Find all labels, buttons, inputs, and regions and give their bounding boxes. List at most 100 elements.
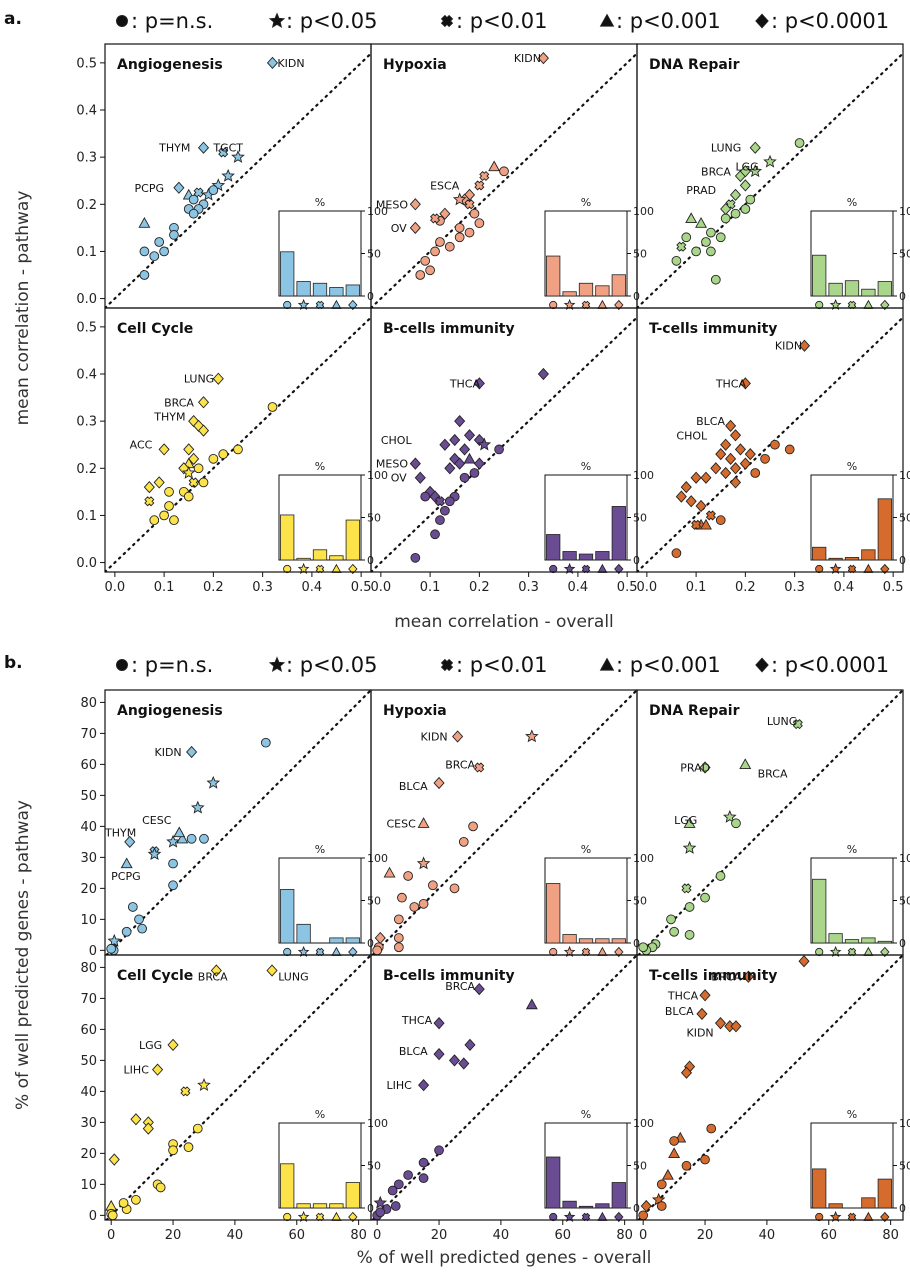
data-point (108, 1153, 120, 1166)
data-point (167, 1038, 179, 1052)
inset-marker-triangle (331, 299, 342, 309)
data-point (192, 1123, 203, 1134)
point-label-blca: BLCA (399, 780, 428, 793)
identity-line (371, 52, 637, 308)
identity-line (105, 52, 371, 308)
inset-bar-diamond (345, 937, 360, 944)
data-point (374, 931, 386, 945)
y-tick-label: 0.1 (76, 245, 97, 260)
data-point (107, 1210, 118, 1220)
data-point (439, 207, 451, 220)
data-point (233, 444, 243, 455)
inset-bar-diamond (345, 284, 360, 297)
data-point (714, 1017, 727, 1030)
data-point (494, 444, 504, 455)
x-tick-label: 60 (554, 1228, 571, 1243)
data-point (459, 443, 471, 456)
data-point (149, 251, 160, 262)
data-point (373, 1195, 388, 1209)
data-point (435, 515, 445, 526)
data-point (474, 180, 485, 191)
data-point (168, 880, 178, 891)
x-tick-label: 60 (288, 1228, 305, 1243)
y-tick-label: 0 (89, 1209, 97, 1224)
data-point (734, 443, 746, 456)
data-point (190, 800, 205, 814)
data-point (137, 923, 147, 934)
data-point (739, 457, 751, 470)
points (105, 964, 278, 1220)
inset-marker-diamond (348, 299, 358, 311)
legend-marker-diamond (755, 13, 769, 29)
inset-bar-triangle (595, 285, 610, 297)
data-point (164, 501, 174, 511)
point-label-acc: ACC (130, 439, 153, 452)
y-tick-label: 50 (80, 789, 97, 804)
data-point (468, 821, 478, 832)
inset-tick-label: 100 (899, 469, 910, 482)
inset-marker-cross (847, 947, 857, 957)
data-point (695, 217, 708, 228)
inset-title: % (581, 843, 591, 856)
point-label-brca: BRCA (198, 971, 228, 984)
data-point (537, 367, 549, 381)
inset-tick-label: 50 (899, 1160, 910, 1173)
point-label-lgg: LGG (139, 1039, 162, 1052)
data-point (164, 486, 174, 497)
inset-bar-triangle (595, 938, 610, 944)
data-point (798, 339, 811, 352)
inset-bar-star (828, 1203, 843, 1209)
x-tick-label: 0.0 (105, 580, 126, 595)
data-point (449, 883, 460, 894)
point-label-thca: THCA (667, 989, 699, 1002)
data-point (684, 929, 695, 940)
data-point (474, 762, 485, 773)
inset-marker-triangle (331, 563, 342, 573)
data-point (669, 926, 679, 937)
inset-bar-cross (578, 282, 594, 297)
inset-marker-circle (815, 564, 824, 574)
x-tick-label: 40 (759, 1228, 776, 1243)
data-point (208, 453, 219, 464)
inset-marker-diamond (880, 1211, 890, 1223)
point-label-lihc: LIHC (124, 1064, 150, 1077)
inset-bar-star (828, 933, 843, 944)
subplot-title: B-cells immunity (383, 321, 515, 337)
data-point (193, 187, 204, 198)
data-point (397, 892, 407, 903)
data-point (706, 1123, 717, 1134)
data-point (729, 462, 742, 475)
data-point (120, 857, 133, 869)
legend-label-circle: : p=n.s. (131, 653, 213, 677)
x-tick-label: 0.5 (617, 580, 638, 595)
inset-bar-cross (578, 938, 594, 944)
data-point (142, 1122, 154, 1135)
data-point (473, 377, 485, 390)
point-label-brca: BRCA (445, 980, 475, 993)
data-point (105, 1199, 118, 1211)
data-point (197, 424, 210, 437)
inset-marker-diamond (880, 946, 890, 958)
point-label-kidn: KIDN (514, 52, 541, 65)
x-tick-label: 20 (165, 1228, 182, 1243)
point-label-meso: MESO (376, 458, 408, 471)
identity-line (637, 690, 903, 955)
x-tick-label: 0.1 (154, 580, 175, 595)
data-point (525, 729, 539, 743)
data-point (159, 246, 169, 257)
point-label-pcpg: PCPG (135, 182, 164, 195)
point-label-thca: THCA (449, 377, 481, 390)
data-point (134, 914, 144, 925)
legend-marker-triangle (599, 657, 615, 671)
data-point (107, 933, 122, 947)
inset-bar-cross (844, 280, 860, 297)
inset-tick-label: 50 (633, 248, 647, 261)
point-label-lgg: LGG (674, 814, 697, 827)
point-label-thca: THCA (715, 377, 747, 390)
x-tick-label: 0.5 (883, 580, 904, 595)
data-point (127, 902, 138, 912)
x-tick-label: 0.4 (568, 580, 589, 595)
data-point (433, 776, 445, 790)
x-tick-label: 0.0 (637, 580, 658, 595)
inset-tick-label: 100 (367, 469, 388, 482)
